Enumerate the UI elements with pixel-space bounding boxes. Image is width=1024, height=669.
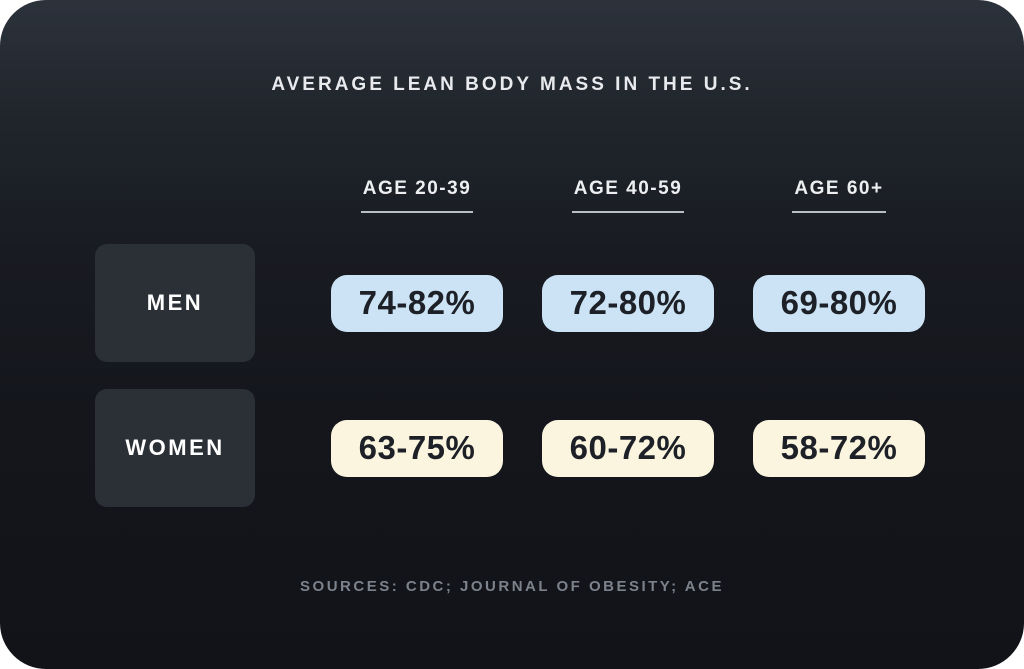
value-pill-men-age-60-plus: 69-80% [753, 274, 925, 332]
row-label-men: MEN [95, 244, 255, 362]
column-header-age-60-plus: AGE 60+ [753, 178, 925, 213]
value-pill-women-age-40-59: 60-72% [542, 419, 714, 477]
column-header-label: AGE 60+ [792, 178, 886, 213]
column-header-label: AGE 20-39 [360, 178, 474, 213]
sources-caption: SOURCES: CDC; JOURNAL OF OBESITY; ACE [300, 578, 724, 595]
value-pill-women-age-20-39: 63-75% [331, 419, 503, 477]
table-row-men: MEN 74-82% 72-80% 69-80% [95, 244, 927, 362]
table-header-row: AGE 20-39 AGE 40-59 AGE 60+ [95, 178, 927, 213]
chart-title: AVERAGE LEAN BODY MASS IN THE U.S. [271, 74, 753, 95]
column-header-label: AGE 40-59 [571, 178, 685, 213]
value-pill-men-age-20-39: 74-82% [331, 274, 503, 332]
column-header-age-20-39: AGE 20-39 [331, 178, 503, 213]
data-table: AGE 20-39 AGE 40-59 AGE 60+ MEN 74-82% 7… [95, 178, 927, 507]
table-row-women: WOMEN 63-75% 60-72% 58-72% [95, 389, 927, 507]
value-pill-men-age-40-59: 72-80% [542, 274, 714, 332]
column-header-age-40-59: AGE 40-59 [542, 178, 714, 213]
value-pill-women-age-60-plus: 58-72% [753, 419, 925, 477]
row-label-women: WOMEN [95, 389, 255, 507]
